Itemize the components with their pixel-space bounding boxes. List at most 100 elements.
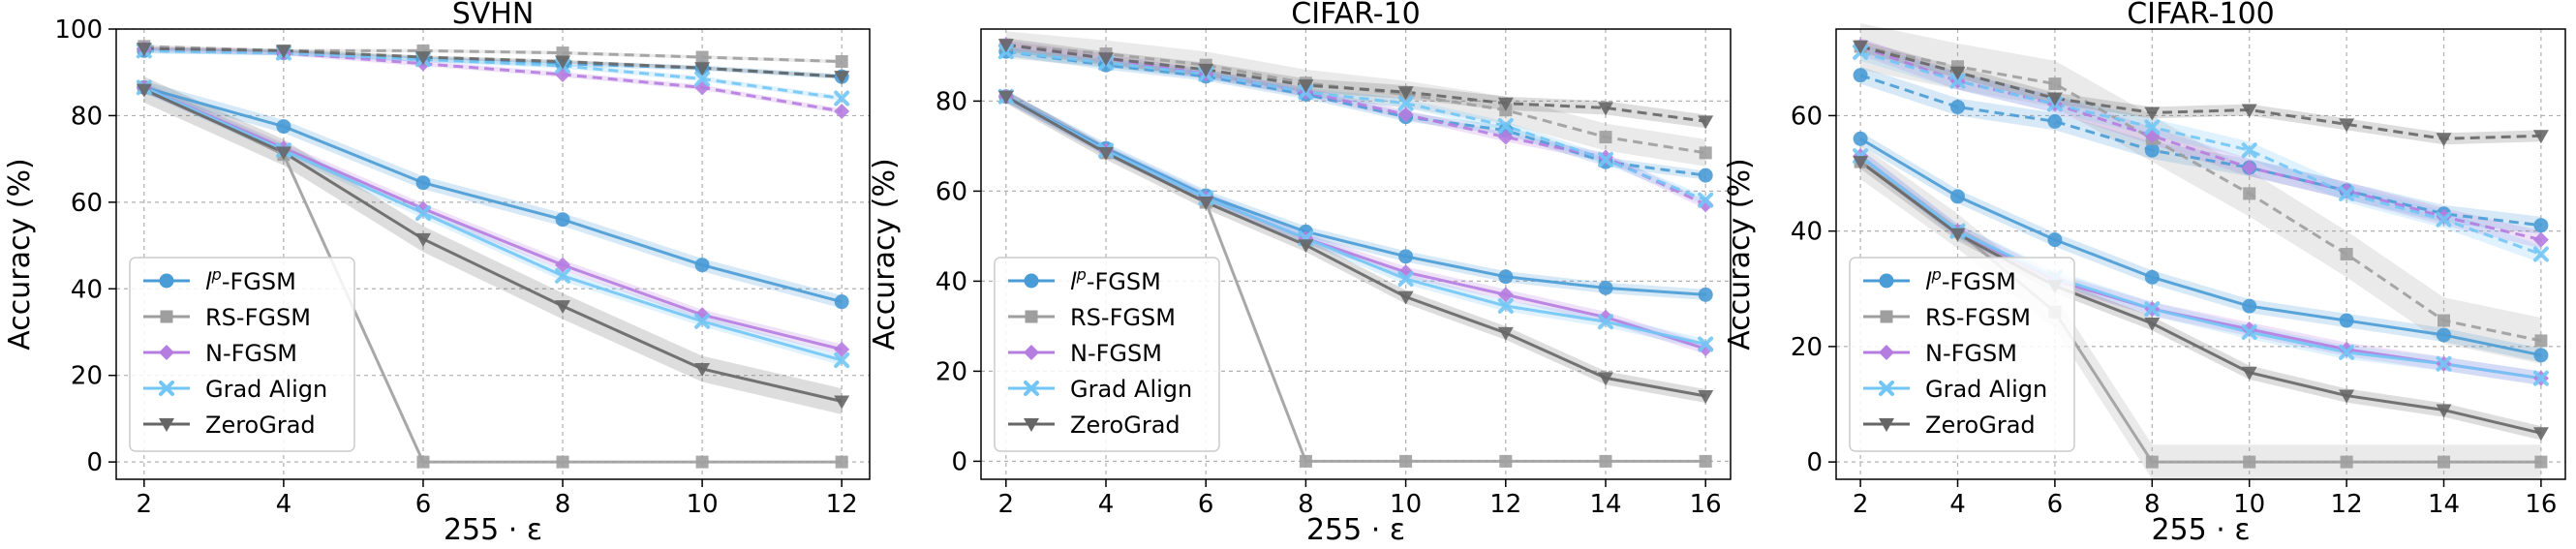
data-point-zg-clean — [2144, 107, 2161, 121]
data-point-lp-robust — [2242, 298, 2257, 314]
data-point-ga-robust — [1497, 297, 1514, 314]
data-point-rs-robust — [1299, 454, 1312, 468]
series-band-zg-clean — [1860, 40, 2541, 145]
legend-marker-zg — [159, 418, 174, 432]
series-band-rs-clean — [1860, 23, 2541, 364]
y-tick-label: 0 — [1806, 448, 1823, 477]
legend-box — [1849, 257, 2075, 452]
data-point-zg-robust — [1198, 197, 1214, 211]
data-point-zg-clean — [1598, 102, 1613, 116]
legend-marker-n — [1024, 345, 1039, 360]
data-point-zg-clean — [136, 43, 152, 57]
series-line-zg-clean — [143, 46, 843, 78]
data-point-lp-robust — [2533, 348, 2549, 363]
series-band-ga-robust — [143, 81, 843, 366]
y-axis-label: Accuracy (%) — [868, 158, 902, 350]
x-tick-label: 12 — [826, 490, 858, 519]
data-point-rs-robust — [416, 455, 430, 469]
data-point-n-clean — [1698, 197, 1714, 213]
data-point-lp-robust — [555, 212, 570, 228]
data-point-ga-robust — [1397, 271, 1414, 288]
x-tick-label: 6 — [1198, 490, 1214, 519]
data-point-ga-robust — [2241, 323, 2257, 340]
data-point-zg-robust — [136, 83, 152, 98]
legend-label-lp-prefix: l — [1070, 268, 1077, 295]
data-point-rs-clean — [2243, 187, 2256, 200]
legend-label-lp-suffix: -FGSM — [1942, 268, 2016, 295]
legend-label-ga: Grad Align — [1070, 376, 1192, 403]
data-point-n-clean — [834, 103, 850, 119]
data-point-lp-robust — [2437, 327, 2451, 343]
x-tick-label: 2 — [137, 490, 153, 519]
data-point-lp-robust — [1853, 131, 1868, 146]
legend-label-lp: lp-FGSM — [205, 265, 296, 295]
data-point-rs-clean — [835, 55, 848, 69]
chart-panel-svhn: 2 4 6 8 10 12 0 20 40 60 80 100 SVHN 255 · ε Accuracy … — [3, 0, 871, 547]
series-group — [997, 31, 1714, 468]
data-point-rs-clean — [2340, 248, 2353, 260]
legend-label-lp-suffix: -FGSM — [1087, 268, 1161, 295]
data-point-ga-clean — [1949, 73, 1966, 89]
data-point-ga-robust — [2144, 301, 2161, 318]
x-tick-label: 12 — [1489, 490, 1521, 519]
series-band-ga-robust — [1860, 149, 2541, 385]
x-tick-label: 14 — [2428, 490, 2460, 519]
legend-marker-ga — [159, 381, 174, 396]
data-point-ga-robust — [1598, 314, 1613, 330]
y-tick-label: 0 — [951, 447, 967, 476]
legend-label-zg: ZeroGrad — [1925, 412, 2036, 439]
data-point-zg-robust — [1853, 156, 1869, 170]
x-tick-label: 4 — [1949, 490, 1966, 519]
y-tick-label: 80 — [71, 102, 103, 131]
series-line-lp-clean — [1005, 49, 1706, 177]
x-tick-label: 2 — [998, 490, 1015, 519]
legend-label-rs: RS-FGSM — [1925, 304, 2031, 331]
data-point-rs-robust — [695, 455, 709, 469]
x-tick-label: 6 — [2047, 490, 2064, 519]
series-line-rs-clean — [1005, 43, 1706, 155]
x-tick-label: 10 — [2233, 490, 2265, 519]
data-point-n-clean — [2339, 182, 2355, 198]
plot-frame — [115, 28, 871, 480]
legend-marker-zg — [1024, 418, 1039, 432]
series-band-lp-robust — [143, 80, 843, 309]
data-point-lp-clean — [2047, 113, 2063, 129]
series-band-n-clean — [1005, 40, 1706, 209]
legend-label-n: N-FGSM — [1925, 340, 2017, 367]
y-tick-label: 60 — [71, 189, 103, 218]
data-point-n-clean — [1497, 129, 1514, 145]
data-point-zg-clean — [1853, 40, 1869, 54]
data-point-n-clean — [2532, 231, 2549, 248]
data-point-rs-robust — [835, 455, 848, 469]
series-band-n-clean — [143, 46, 843, 114]
data-point-rs-robust — [2340, 455, 2353, 469]
plot-frame — [980, 28, 1732, 480]
data-point-n-clean — [1397, 107, 1414, 123]
data-point-ga-clean — [2144, 119, 2161, 136]
legend-label-lp-sup: p — [1931, 265, 1942, 284]
data-point-zg-clean — [2339, 118, 2355, 133]
y-tick-label: 20 — [935, 357, 967, 386]
series-line-zg-clean — [1859, 45, 2541, 140]
legend-label-lp-prefix: l — [1925, 268, 1932, 295]
y-tick-label: 80 — [935, 87, 967, 116]
x-tick-label: 4 — [276, 490, 292, 519]
series-line-zg-robust — [1859, 160, 2542, 435]
data-point-ga-clean — [1698, 192, 1714, 208]
data-point-zg-clean — [997, 39, 1014, 53]
plot-frame — [1835, 28, 2566, 480]
data-point-lp-robust — [1950, 189, 1965, 204]
data-point-zg-clean — [2046, 92, 2063, 107]
data-point-ga-robust — [1698, 336, 1714, 352]
data-point-lp-robust — [2047, 232, 2063, 248]
series-band-zg-robust — [143, 76, 843, 414]
data-point-rs-robust — [1599, 454, 1612, 468]
data-point-ga-robust — [2532, 370, 2549, 386]
legend-box — [129, 257, 355, 452]
x-tick-label: 16 — [2525, 490, 2557, 519]
x-tick-label: 8 — [1298, 490, 1314, 519]
series-group — [1853, 23, 2549, 479]
data-point-n-clean — [2436, 208, 2452, 225]
data-point-zg-robust — [2241, 366, 2257, 381]
series-line-lp-robust — [1859, 137, 2542, 357]
